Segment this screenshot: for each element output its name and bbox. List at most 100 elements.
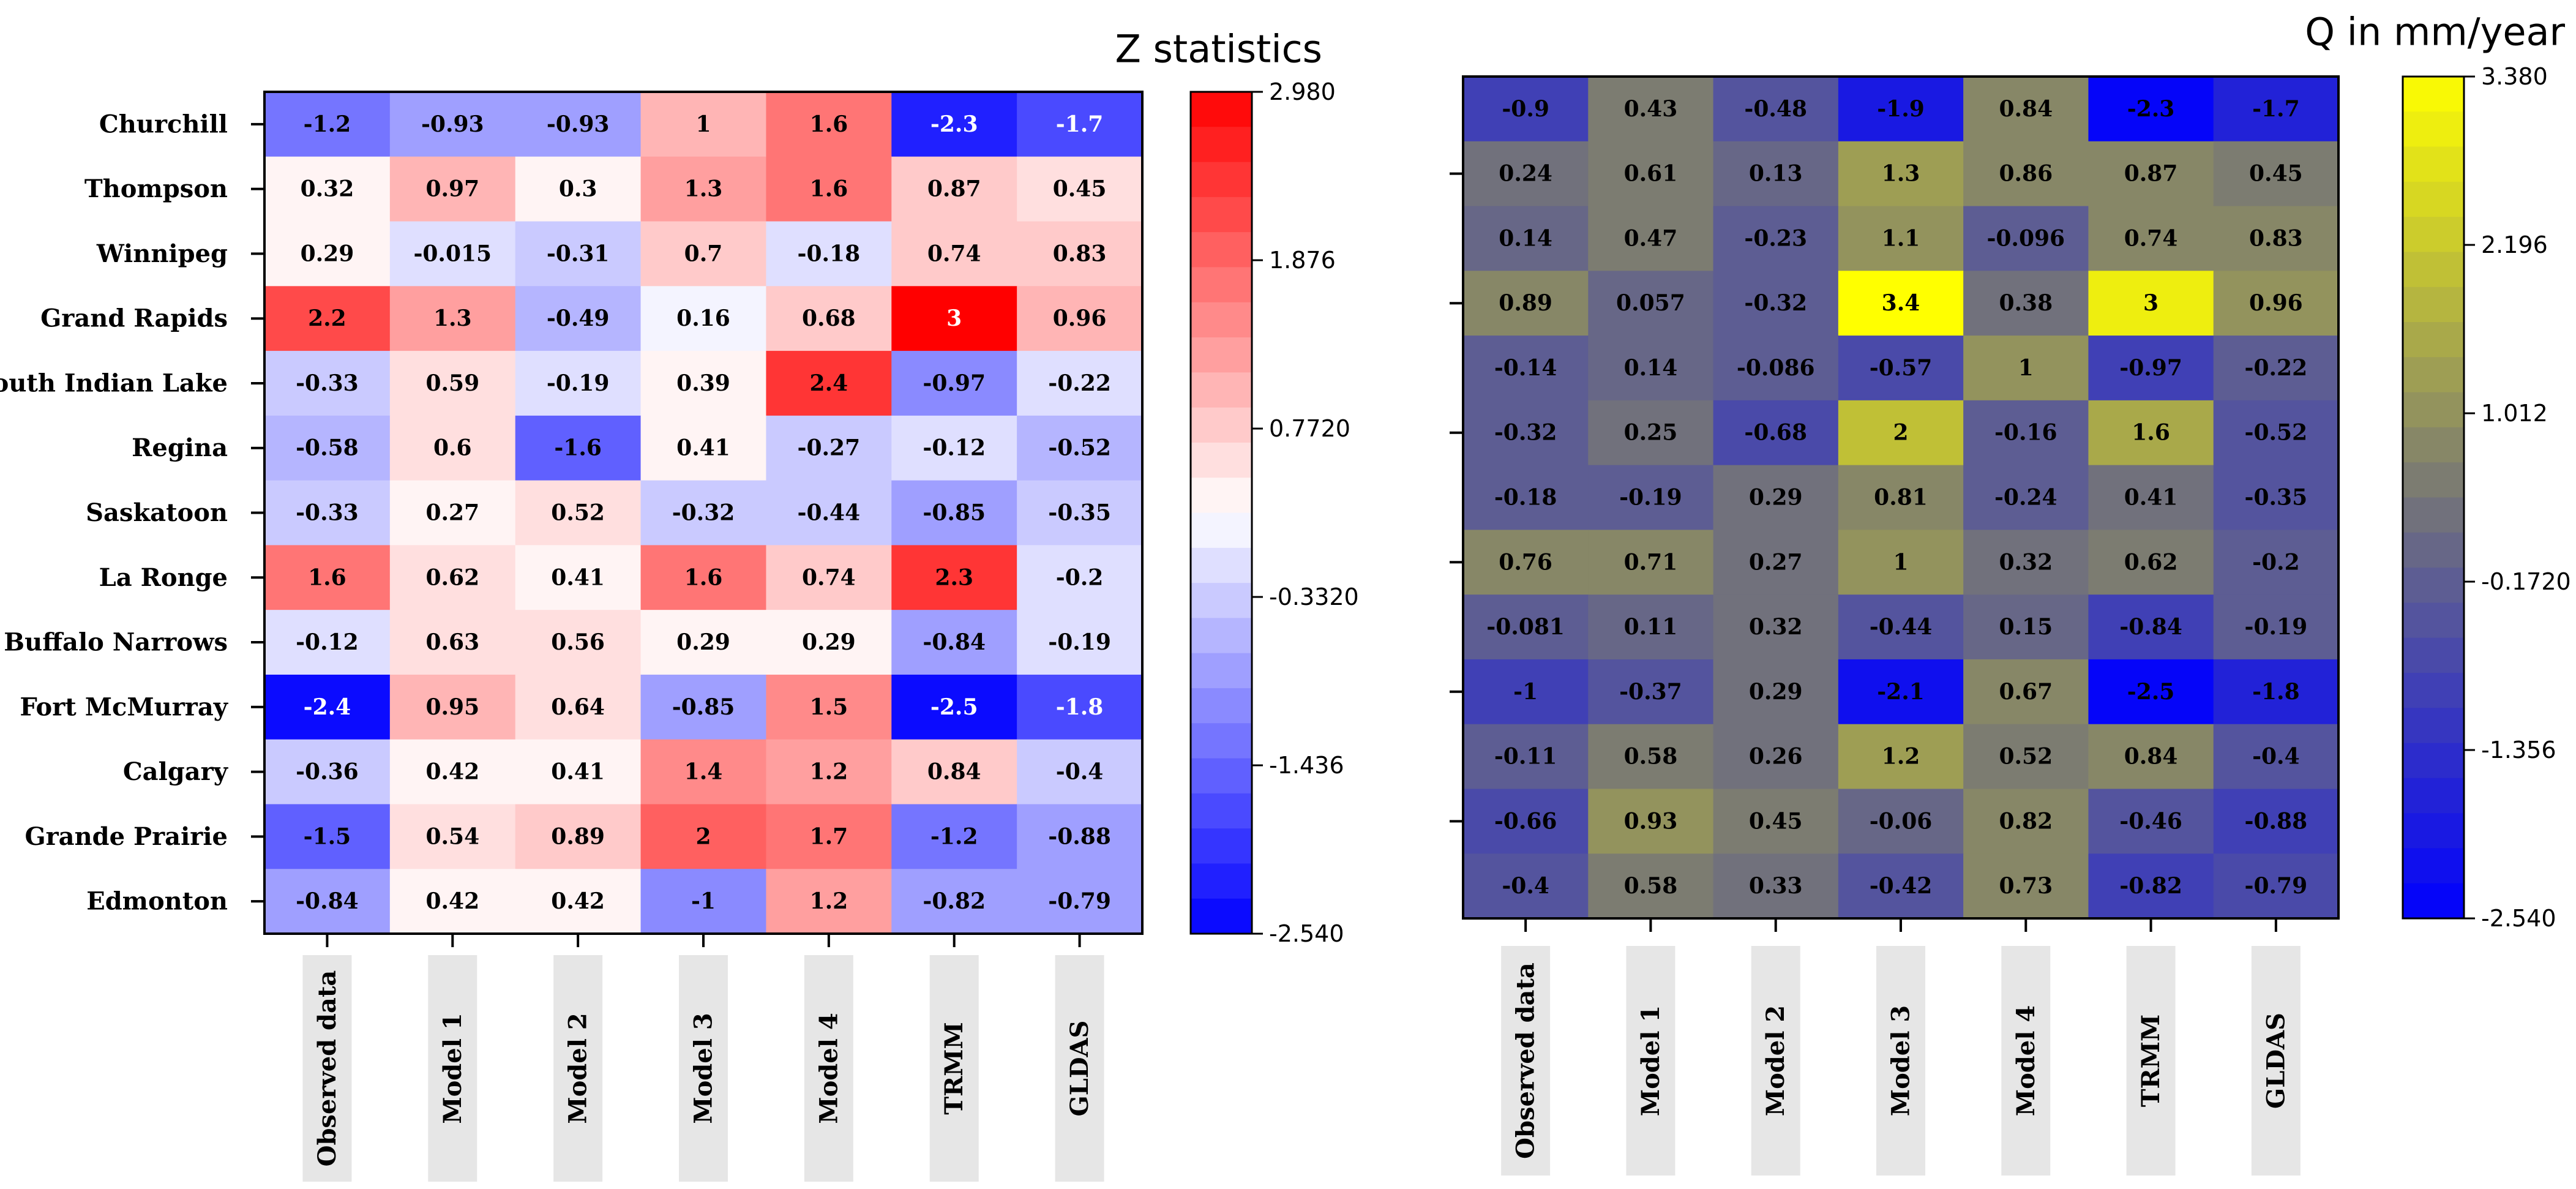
- cell-value-label: 0.82: [1999, 808, 2053, 834]
- heatmap-cell: [264, 415, 391, 481]
- cell-value-label: -1.7: [2252, 96, 2300, 122]
- column-label: Model 4: [2012, 1005, 2040, 1116]
- column-label: Model 2: [564, 1013, 593, 1123]
- heatmap-cell: [1017, 480, 1143, 546]
- cell-value-label: 0.63: [425, 629, 479, 655]
- heatmap-cell: [1588, 659, 1714, 725]
- colorbar-segment: [2403, 883, 2464, 919]
- column-label-box: [302, 955, 352, 1182]
- heatmap-cell: [766, 286, 892, 351]
- heatmap-cell: [1463, 465, 1589, 530]
- cell-value-label: -0.85: [672, 694, 735, 720]
- cell-value-label: 1.6: [308, 564, 346, 590]
- cell-value-label: 0.68: [802, 306, 856, 331]
- heatmap-cell: [1017, 92, 1143, 157]
- heatmap-cell: [515, 351, 642, 416]
- heatmap-cell: [1588, 530, 1714, 595]
- row-label: South Indian Lake: [0, 369, 228, 397]
- cell-value-label: -0.85: [923, 500, 986, 526]
- cell-value-label: 0.29: [802, 629, 856, 655]
- heatmap-cell: [264, 545, 391, 610]
- heatmap-cell: [1588, 789, 1714, 854]
- row-label: Grande Prairie: [24, 822, 228, 851]
- cell-value-label: 1.7: [810, 823, 848, 849]
- heatmap-cell: [766, 351, 892, 416]
- cell-value-label: -0.2: [2252, 549, 2300, 575]
- heatmap-cell: [389, 92, 516, 157]
- heatmap-cell: [1588, 206, 1714, 271]
- heatmap-panel-2: -0.9 0.43 -0.48 -1.9 0.84 -2.3 -1.7 0.24 0.61 0.1…: [1450, 10, 2571, 1176]
- cell-value-label: -1: [1513, 679, 1538, 705]
- column-label-box: [428, 955, 477, 1182]
- cell-value-label: -0.48: [1744, 96, 1807, 122]
- heatmap-cell: [1588, 141, 1714, 207]
- heatmap-cell: [891, 545, 1017, 610]
- heatmap-cell: [2088, 724, 2214, 790]
- cell-value-label: -0.35: [1048, 500, 1111, 526]
- heatmap-cell: [640, 480, 767, 546]
- colorbar-segment: [2403, 357, 2464, 393]
- heatmap-cell: [264, 286, 391, 351]
- heatmap-cell: [766, 674, 892, 740]
- colorbar-segment: [1191, 372, 1252, 408]
- colorbar-segment: [2403, 708, 2464, 744]
- row-label: Thompson: [84, 174, 228, 203]
- cell-value-label: 0.16: [676, 306, 730, 331]
- cell-value-label: -0.79: [2245, 873, 2308, 899]
- heatmap-cell: [1713, 141, 1839, 207]
- heatmap-cell: [389, 415, 516, 481]
- heatmap-cell: [515, 739, 642, 805]
- cell-value-label: -0.52: [2245, 420, 2308, 446]
- heatmap-cell: [1713, 206, 1839, 271]
- heatmap-cell: [1838, 594, 1964, 660]
- colorbar-segment: [2403, 181, 2464, 217]
- colorbar-tick-label: 1.012: [2481, 400, 2548, 427]
- cell-value-label: 0.93: [1624, 808, 1678, 834]
- cell-value-label: 1.2: [810, 888, 848, 914]
- cell-value-label: 0.73: [1999, 873, 2053, 899]
- cell-value-label: 0.62: [2124, 549, 2178, 575]
- heatmap-cell: [1713, 400, 1839, 466]
- cell-value-label: -0.24: [1994, 485, 2057, 511]
- cell-value-label: 0.13: [1749, 161, 1803, 187]
- cell-value-label: 1.6: [684, 564, 723, 590]
- cell-value-label: -0.97: [923, 370, 986, 396]
- cell-value-label: -0.33: [296, 500, 359, 526]
- cell-value-label: -2.1: [1877, 679, 1925, 705]
- column-label: Model 2: [1761, 1005, 1790, 1116]
- column-label: Model 3: [689, 1013, 718, 1123]
- colorbar-segment: [2403, 322, 2464, 358]
- cell-value-label: 0.24: [1499, 161, 1552, 187]
- heatmap-cell: [891, 804, 1017, 869]
- colorbar-segment: [1191, 407, 1252, 443]
- heatmap-cell: [264, 804, 391, 869]
- heatmap-cell: [264, 92, 391, 157]
- heatmap-cell: [640, 351, 767, 416]
- heatmap-cell: [2213, 465, 2339, 530]
- heatmap-cell: [515, 156, 642, 222]
- colorbar-tick-label: 3.380: [2481, 63, 2548, 90]
- colorbar-segment: [1191, 688, 1252, 724]
- colorbar-segment: [2403, 462, 2464, 498]
- heatmap-cell: [1017, 351, 1143, 416]
- cell-value-label: 1.2: [1882, 744, 1920, 770]
- cell-value-label: 0.81: [1874, 485, 1928, 511]
- cell-value-label: 0.83: [1053, 241, 1107, 266]
- cell-value-label: -0.096: [1986, 225, 2065, 251]
- row-label: Churchill: [99, 110, 228, 138]
- cell-value-label: -0.58: [296, 435, 359, 461]
- heatmap-cell: [2088, 465, 2214, 530]
- cell-value-label: -0.22: [2245, 355, 2308, 381]
- cell-value-label: -0.33: [296, 370, 359, 396]
- cell-value-label: 1.3: [433, 306, 472, 331]
- row-label: La Ronge: [99, 563, 228, 592]
- heatmap-cell: [389, 156, 516, 222]
- cell-value-label: 0.38: [1999, 290, 2053, 316]
- cell-value-label: -2.3: [2127, 96, 2175, 122]
- heatmap-cell: [1838, 465, 1964, 530]
- cell-value-label: -1.8: [1056, 694, 1104, 720]
- heatmap-cell: [515, 610, 642, 675]
- heatmap-cell: [1963, 77, 2089, 142]
- heatmap-cell: [1838, 206, 1964, 271]
- heatmap-cell: [2213, 789, 2339, 854]
